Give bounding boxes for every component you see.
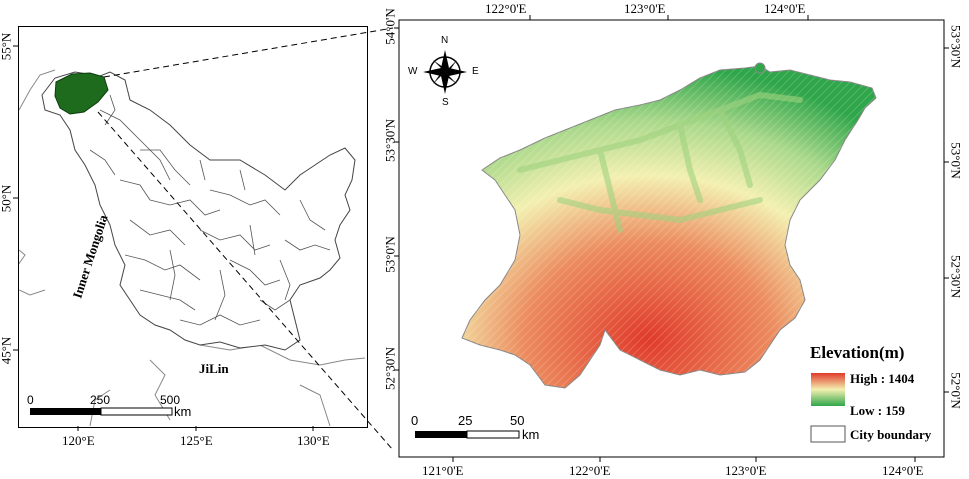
right-tick-2: 53°0'N — [948, 142, 964, 179]
left-tick-2: 53°30'N — [382, 119, 398, 162]
elevation-scale-label-25: 25 — [458, 413, 473, 428]
study-area-highlight — [54, 72, 109, 115]
bottom-tick-3: 123°0'E — [725, 463, 767, 478]
overview-x-tick-1: 120°E — [62, 433, 95, 448]
top-tick-2: 123°0'E — [624, 1, 666, 16]
legend-elevation-ramp — [811, 373, 845, 406]
left-tick-4: 52°30'N — [382, 347, 398, 390]
bottom-tick-1: 121°0'E — [422, 463, 464, 478]
legend-boundary: City boundary — [850, 427, 932, 442]
overview-scale-label-250: 250 — [90, 393, 111, 407]
overview-y-tick-3: 45°N — [0, 336, 14, 365]
compass-e: E — [472, 66, 479, 77]
left-tick-3: 53°0'N — [382, 236, 398, 273]
zoom-line-top — [103, 27, 394, 78]
province-outline — [41, 71, 356, 351]
elevation-scale-label-0: 0 — [411, 413, 419, 428]
compass-w: W — [408, 66, 418, 77]
city-boundaries — [89, 94, 331, 326]
overview-y-tick-1: 55°N — [0, 32, 14, 61]
legend-boundary-swatch — [810, 425, 846, 443]
elevation-scale-bar — [415, 430, 520, 439]
overview-scale-label-0: 0 — [27, 393, 34, 407]
legend-title: Elevation(m) — [810, 343, 905, 362]
overview-x-tick-2: 125°E — [180, 433, 213, 448]
neighbor-boundary — [19, 69, 366, 426]
bottom-tick-2: 122°0'E — [569, 463, 611, 478]
zoom-line-bottom — [97, 111, 394, 451]
left-tick-1: 54°0'N — [382, 8, 398, 45]
legend-high: High : 1404 — [850, 371, 915, 386]
compass-s: S — [442, 97, 449, 108]
right-tick-1: 53°30'N — [948, 25, 964, 68]
legend-low: Low : 159 — [850, 403, 905, 418]
top-tick-3: 124°0'E — [764, 1, 806, 16]
elevation-scale-label-50: 50 — [510, 413, 525, 428]
jilin-label: JiLin — [199, 361, 229, 376]
elevation-ticks — [394, 15, 949, 462]
right-tick-4: 52°0'N — [948, 372, 964, 409]
north-arrow — [423, 50, 467, 94]
overview-x-tick-3: 130°E — [297, 433, 330, 448]
overview-scale-bar — [30, 407, 173, 416]
overview-ticks — [13, 45, 314, 431]
overview-y-tick-2: 50°N — [0, 184, 14, 213]
top-tick-1: 122°0'E — [485, 1, 527, 16]
bottom-tick-4: 124°0'E — [882, 463, 924, 478]
overview-scale-label-500: 500 — [160, 393, 181, 407]
right-tick-3: 52°30'N — [948, 255, 964, 298]
overview-scale-unit: km — [174, 404, 192, 419]
compass-n: N — [441, 35, 449, 46]
elevation-dem — [461, 62, 877, 389]
elevation-scale-unit: km — [522, 427, 540, 442]
